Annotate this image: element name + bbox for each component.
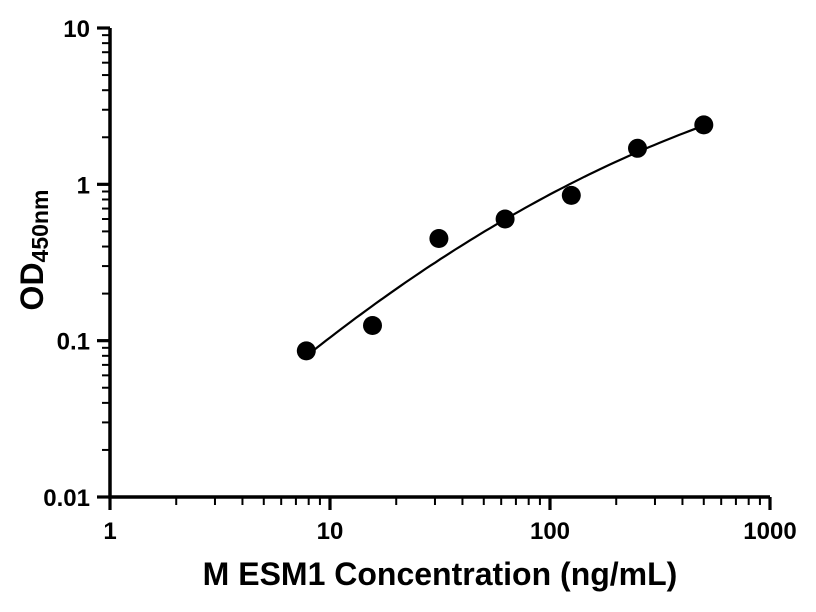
data-point-marker [296,341,316,361]
data-point-marker [628,138,647,158]
y-axis-ticks [97,26,110,499]
x-tick-label: 1000 [743,518,796,545]
y-tick-label: 0.1 [57,329,90,356]
y-axis-title: OD450nm [10,140,54,360]
x-tick-label: 100 [530,518,570,545]
y-tick-label: 10 [63,16,90,43]
y-axis-title-main: OD [14,262,50,311]
axis-spines [108,28,770,499]
x-axis-title: M ESM1 Concentration (ng/mL) [202,556,678,592]
x-tick-label: 1 [103,518,116,545]
data-point-marker [429,229,449,248]
x-axis-ticks [108,497,772,510]
x-tick-label: 10 [317,518,344,545]
data-point-marker [495,209,515,229]
y-tick-label: 0.01 [43,485,90,512]
data-point-marker [561,185,581,205]
y-axis-title-subscript: 450nm [27,189,53,263]
data-point-marker [694,115,714,135]
y-tick-label: 1 [77,172,90,199]
data-point-marker [363,316,382,335]
